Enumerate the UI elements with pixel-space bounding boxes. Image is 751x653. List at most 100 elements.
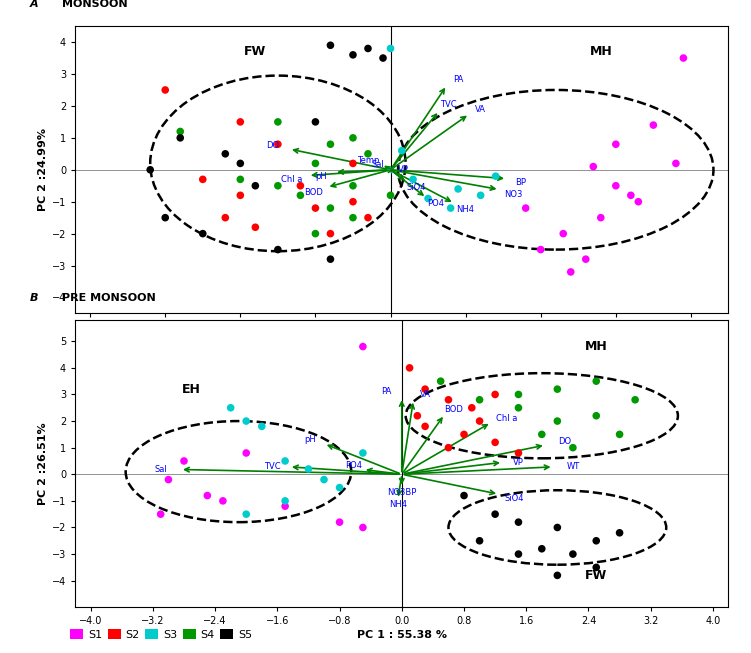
Point xyxy=(625,190,637,200)
Point xyxy=(347,180,359,191)
Point xyxy=(489,509,501,519)
Text: MH: MH xyxy=(590,45,612,58)
Point xyxy=(590,411,602,421)
Text: EH: EH xyxy=(182,383,201,396)
Text: NH4: NH4 xyxy=(389,500,407,509)
Point xyxy=(324,229,336,239)
Text: PA: PA xyxy=(381,387,391,396)
Point xyxy=(324,203,336,214)
Point xyxy=(422,193,434,204)
Point xyxy=(535,244,547,255)
Text: B: B xyxy=(29,293,38,303)
Point xyxy=(614,528,626,538)
Text: pH: pH xyxy=(315,172,327,181)
Point xyxy=(442,443,454,453)
Point xyxy=(677,53,689,63)
Point xyxy=(309,203,321,214)
Text: A: A xyxy=(29,0,38,9)
Point xyxy=(551,522,563,533)
Point xyxy=(475,190,487,200)
Point xyxy=(219,149,231,159)
Text: VP: VP xyxy=(513,458,524,467)
Point xyxy=(303,464,315,474)
Point xyxy=(333,483,345,493)
Point xyxy=(512,402,524,413)
Point xyxy=(385,190,397,200)
Point xyxy=(490,171,502,182)
Text: BOD: BOD xyxy=(445,405,463,414)
Point xyxy=(535,429,547,439)
Point xyxy=(234,190,246,200)
Point xyxy=(225,402,237,413)
Point xyxy=(272,139,284,150)
Point xyxy=(217,496,229,506)
Point xyxy=(249,222,261,232)
Text: Temp: Temp xyxy=(357,155,379,165)
Text: Sal: Sal xyxy=(372,160,384,169)
Point xyxy=(551,384,563,394)
Point xyxy=(362,212,374,223)
Point xyxy=(347,50,359,60)
Point xyxy=(234,117,246,127)
Point xyxy=(466,402,478,413)
Point xyxy=(279,456,291,466)
Point xyxy=(234,174,246,185)
Point xyxy=(565,266,577,277)
Point xyxy=(458,429,470,439)
Text: SiO4: SiO4 xyxy=(406,183,426,192)
Point xyxy=(347,197,359,207)
Point xyxy=(489,437,501,447)
Point xyxy=(318,474,330,485)
Point xyxy=(347,158,359,168)
Point xyxy=(279,496,291,506)
Point xyxy=(197,229,209,239)
Point xyxy=(272,117,284,127)
Point xyxy=(294,190,306,200)
Point xyxy=(580,254,592,264)
Point xyxy=(324,139,336,150)
Point xyxy=(347,133,359,143)
Point xyxy=(155,509,167,519)
Text: MONSOON: MONSOON xyxy=(62,0,128,9)
Point xyxy=(403,362,415,373)
Point xyxy=(324,254,336,264)
Point xyxy=(445,203,457,214)
Point xyxy=(474,394,486,405)
Point xyxy=(489,389,501,400)
Text: TVC: TVC xyxy=(264,462,280,471)
Point xyxy=(567,549,579,560)
Point xyxy=(610,180,622,191)
Point xyxy=(309,158,321,168)
Text: DO: DO xyxy=(266,140,279,150)
Point xyxy=(474,535,486,546)
Point xyxy=(357,448,369,458)
Point xyxy=(474,416,486,426)
Text: Sal: Sal xyxy=(154,465,167,474)
Point xyxy=(396,146,408,156)
Point xyxy=(234,158,246,168)
Point xyxy=(557,229,569,239)
Point xyxy=(412,411,424,421)
Point xyxy=(174,126,186,136)
Point xyxy=(567,443,579,453)
Point xyxy=(174,133,186,143)
Text: PO4: PO4 xyxy=(427,199,444,208)
Point xyxy=(272,244,284,255)
Point xyxy=(629,394,641,405)
Point xyxy=(240,448,252,458)
Point xyxy=(159,85,171,95)
Point xyxy=(240,416,252,426)
Point xyxy=(197,174,209,185)
X-axis label: PC 1 : 55.38 %: PC 1 : 55.38 % xyxy=(357,631,447,641)
Text: NO3: NO3 xyxy=(504,190,522,199)
Y-axis label: PC 2 :26.51%: PC 2 :26.51% xyxy=(38,422,47,505)
Point xyxy=(377,53,389,63)
Point xyxy=(178,456,190,466)
Text: NO3BP: NO3BP xyxy=(387,488,417,497)
Text: NH4: NH4 xyxy=(457,204,475,214)
Point xyxy=(309,229,321,239)
Point xyxy=(407,174,419,185)
Text: SiO4: SiO4 xyxy=(505,494,524,503)
Point xyxy=(419,421,431,432)
Point xyxy=(590,562,602,573)
